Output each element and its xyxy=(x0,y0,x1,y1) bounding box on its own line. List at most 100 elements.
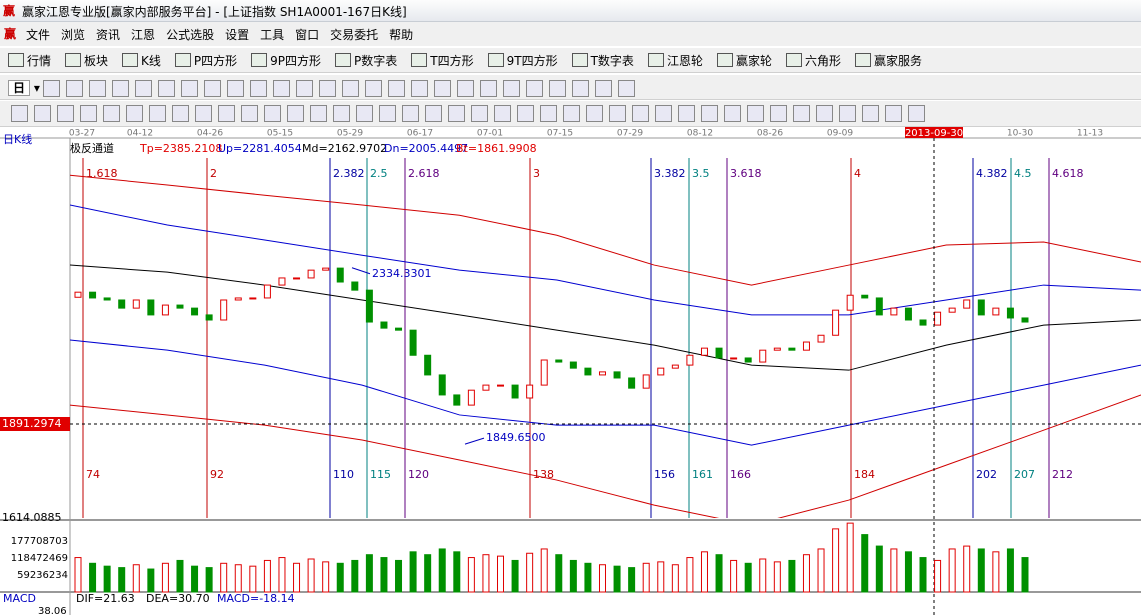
toolbar-button[interactable]: P四方形 xyxy=(174,53,237,68)
tool-icon[interactable] xyxy=(479,80,497,97)
tool-icon[interactable] xyxy=(678,105,695,122)
tool-icon[interactable] xyxy=(57,105,74,122)
tool-icon[interactable] xyxy=(586,105,603,122)
annotation-leader xyxy=(351,267,371,275)
tool-icon[interactable] xyxy=(379,105,396,122)
tool-icon[interactable] xyxy=(195,105,212,122)
tool-icon[interactable] xyxy=(747,105,764,122)
tool-icon[interactable] xyxy=(908,105,925,122)
tool-icon[interactable] xyxy=(241,105,258,122)
menu-item[interactable]: 窗口 xyxy=(295,28,320,42)
tool-icon[interactable] xyxy=(157,80,175,97)
tool-icon[interactable] xyxy=(341,80,359,97)
menu-item[interactable]: 公式选股 xyxy=(166,28,215,42)
tool-icon[interactable] xyxy=(11,105,28,122)
menu-item[interactable]: 江恩 xyxy=(131,28,156,42)
button-label: 9P四方形 xyxy=(270,54,322,68)
tool-icon[interactable] xyxy=(42,80,60,97)
tool-icon[interactable] xyxy=(548,80,566,97)
tool-icon[interactable] xyxy=(356,105,373,122)
tool-icon[interactable] xyxy=(571,80,589,97)
menu-item[interactable]: 工具 xyxy=(260,28,285,42)
tool-icon[interactable] xyxy=(433,80,451,97)
tool-icon[interactable] xyxy=(701,105,718,122)
tool-icon[interactable] xyxy=(793,105,810,122)
tool-icon[interactable] xyxy=(218,105,235,122)
tool-icon[interactable] xyxy=(862,105,879,122)
toolbar-button[interactable]: K线 xyxy=(122,53,161,68)
candle-body xyxy=(773,347,781,351)
tool-icon[interactable] xyxy=(287,105,304,122)
tool-icon[interactable] xyxy=(609,105,626,122)
tool-icon[interactable] xyxy=(402,105,419,122)
tool-icon[interactable] xyxy=(563,105,580,122)
tool-icon[interactable] xyxy=(456,80,474,97)
toolbar-button[interactable]: 江恩轮 xyxy=(647,53,703,68)
tool-icon[interactable] xyxy=(203,80,221,97)
tool-icon[interactable] xyxy=(333,105,350,122)
tool-icon[interactable] xyxy=(264,105,281,122)
tool-icon[interactable] xyxy=(425,105,442,122)
toolbar-button[interactable]: 六角形 xyxy=(785,53,841,68)
tool-icon[interactable] xyxy=(134,80,152,97)
candle-body xyxy=(788,347,796,351)
toolbar-button[interactable]: T四方形 xyxy=(411,53,474,68)
tool-icon[interactable] xyxy=(180,80,198,97)
menu-item[interactable]: 交易委托 xyxy=(330,28,379,42)
period-select[interactable]: 日 xyxy=(8,80,31,96)
tool-icon[interactable] xyxy=(149,105,166,122)
candle-body xyxy=(147,299,155,316)
tool-icon[interactable] xyxy=(364,80,382,97)
tool-icon[interactable] xyxy=(126,105,143,122)
tool-icon[interactable] xyxy=(502,80,520,97)
toolbar-button[interactable]: 9P四方形 xyxy=(251,53,322,68)
tool-icon[interactable] xyxy=(387,80,405,97)
tool-icon[interactable] xyxy=(724,105,741,122)
toolbar-button[interactable]: T数字表 xyxy=(571,53,634,68)
menu-item[interactable]: 帮助 xyxy=(389,28,414,42)
toolbar-button[interactable]: 行情 xyxy=(8,53,51,68)
tool-icon[interactable] xyxy=(272,80,290,97)
tool-icon[interactable] xyxy=(839,105,856,122)
tool-icon[interactable] xyxy=(655,105,672,122)
tool-icon[interactable] xyxy=(249,80,267,97)
tool-icon[interactable] xyxy=(226,80,244,97)
tool-icon[interactable] xyxy=(885,105,902,122)
volume-bar xyxy=(744,562,752,593)
tool-icon[interactable] xyxy=(111,80,129,97)
toolbar-button[interactable]: 9T四方形 xyxy=(487,53,558,68)
menu-item[interactable]: 设置 xyxy=(225,28,250,42)
volume-bar xyxy=(1006,548,1014,593)
tool-icon[interactable] xyxy=(410,80,428,97)
tool-icon[interactable] xyxy=(295,80,313,97)
tool-icon[interactable] xyxy=(448,105,465,122)
toolbar-button[interactable]: 赢家服务 xyxy=(854,53,922,68)
tool-icon[interactable] xyxy=(617,80,635,97)
tool-icon[interactable] xyxy=(540,105,557,122)
tool-icon[interactable] xyxy=(103,105,120,122)
tool-icon[interactable] xyxy=(318,80,336,97)
tool-icon[interactable] xyxy=(632,105,649,122)
toolbar-button[interactable]: 板块 xyxy=(65,53,108,68)
tool-icon[interactable] xyxy=(525,80,543,97)
tool-icon[interactable] xyxy=(65,80,83,97)
toolbar-button[interactable]: 赢家轮 xyxy=(716,53,772,68)
tool-icon[interactable] xyxy=(34,105,51,122)
tool-icon[interactable] xyxy=(494,105,511,122)
tool-icon[interactable] xyxy=(594,80,612,97)
tool-icon[interactable] xyxy=(816,105,833,122)
tool-icon[interactable] xyxy=(310,105,327,122)
volume-bar xyxy=(147,568,155,593)
menu-item[interactable]: 文件 xyxy=(26,28,51,42)
menu-item[interactable]: 资讯 xyxy=(96,28,121,42)
tool-icon[interactable] xyxy=(88,80,106,97)
tool-icon[interactable] xyxy=(80,105,97,122)
toolbar-button[interactable]: P数字表 xyxy=(335,53,397,68)
tool-icon[interactable] xyxy=(172,105,189,122)
tool-icon[interactable] xyxy=(471,105,488,122)
volume-bar xyxy=(890,548,898,593)
candle-body xyxy=(759,349,767,363)
tool-icon[interactable] xyxy=(770,105,787,122)
menu-item[interactable]: 浏览 xyxy=(61,28,86,42)
tool-icon[interactable] xyxy=(517,105,534,122)
